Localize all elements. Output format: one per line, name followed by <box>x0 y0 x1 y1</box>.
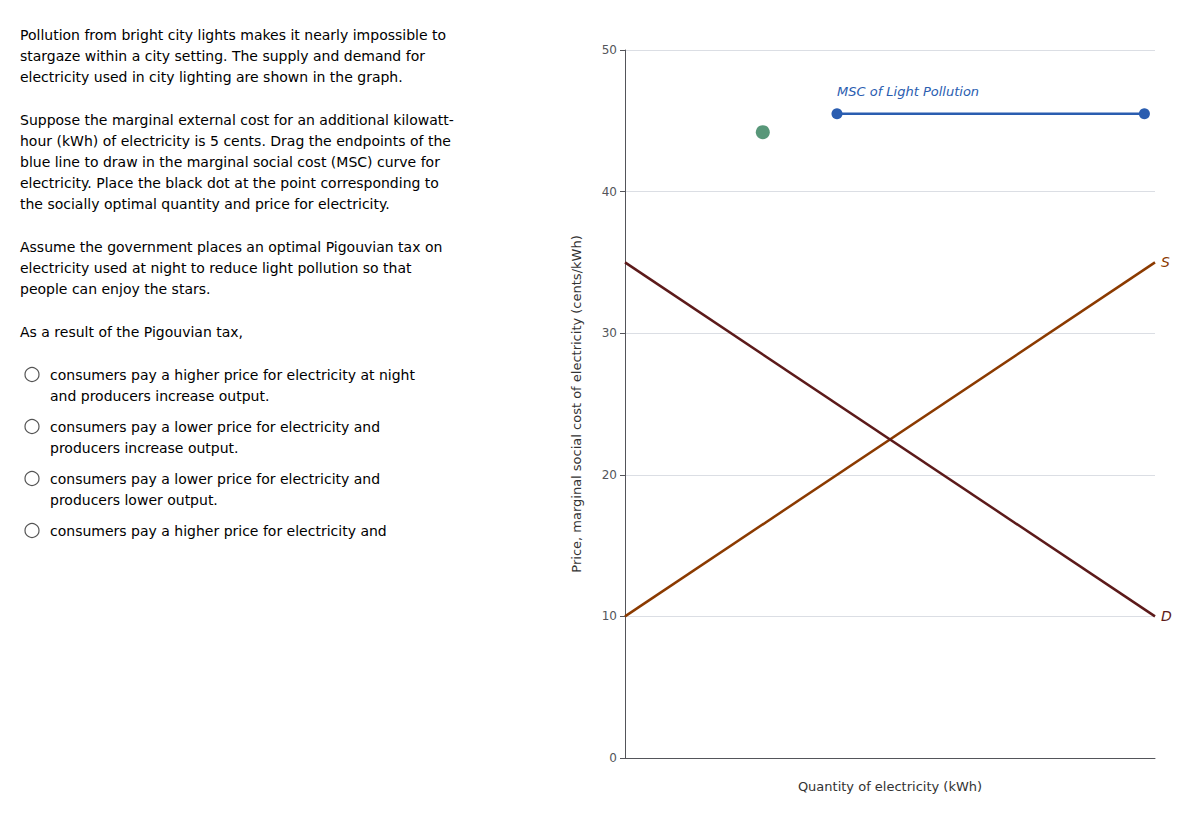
svg-text:the socially optimal quantity: the socially optimal quantity and price … <box>20 196 390 212</box>
svg-text:Price, marginal social cost of: Price, marginal social cost of electrici… <box>569 235 584 572</box>
svg-text:electricity used at night to r: electricity used at night to reduce ligh… <box>20 260 412 276</box>
svg-text:consumers pay a higher price f: consumers pay a higher price for electri… <box>50 523 387 539</box>
svg-text:0: 0 <box>609 751 617 765</box>
svg-text:MSC of Light Pollution: MSC of Light Pollution <box>837 84 979 99</box>
svg-text:producers increase output.: producers increase output. <box>50 440 239 456</box>
svg-text:20: 20 <box>602 468 617 482</box>
svg-text:electricity used in city light: electricity used in city lighting are sh… <box>20 69 403 85</box>
svg-text:10: 10 <box>602 609 617 623</box>
svg-text:producers lower output.: producers lower output. <box>50 492 218 508</box>
svg-text:Pollution from bright city lig: Pollution from bright city lights makes … <box>20 27 446 43</box>
svg-text:electricity. Place the black d: electricity. Place the black dot at the … <box>20 175 439 191</box>
svg-text:30: 30 <box>602 326 617 340</box>
svg-text:S: S <box>1161 254 1170 270</box>
svg-text:Assume the government places a: Assume the government places an optimal … <box>20 239 442 255</box>
svg-text:As a result of the Pigouvian t: As a result of the Pigouvian tax, <box>20 324 243 340</box>
svg-text:consumers pay a higher price f: consumers pay a higher price for electri… <box>50 367 415 383</box>
svg-text:stargaze within a city setting: stargaze within a city setting. The supp… <box>20 48 425 64</box>
svg-text:40: 40 <box>602 185 617 199</box>
svg-text:blue line to draw in the margi: blue line to draw in the marginal social… <box>20 154 440 170</box>
svg-text:D: D <box>1161 608 1172 624</box>
svg-text:hour (kWh) of electricity is 5: hour (kWh) of electricity is 5 cents. Dr… <box>20 133 451 149</box>
svg-text:Quantity of electricity (kWh): Quantity of electricity (kWh) <box>798 779 982 794</box>
svg-text:people can enjoy the stars.: people can enjoy the stars. <box>20 281 210 297</box>
svg-text:Suppose the marginal external: Suppose the marginal external cost for a… <box>20 112 454 128</box>
svg-text:consumers pay a lower price fo: consumers pay a lower price for electric… <box>50 471 380 487</box>
svg-text:50: 50 <box>602 43 617 57</box>
svg-text:consumers pay a lower price fo: consumers pay a lower price for electric… <box>50 419 380 435</box>
svg-text:and producers increase output.: and producers increase output. <box>50 388 269 404</box>
